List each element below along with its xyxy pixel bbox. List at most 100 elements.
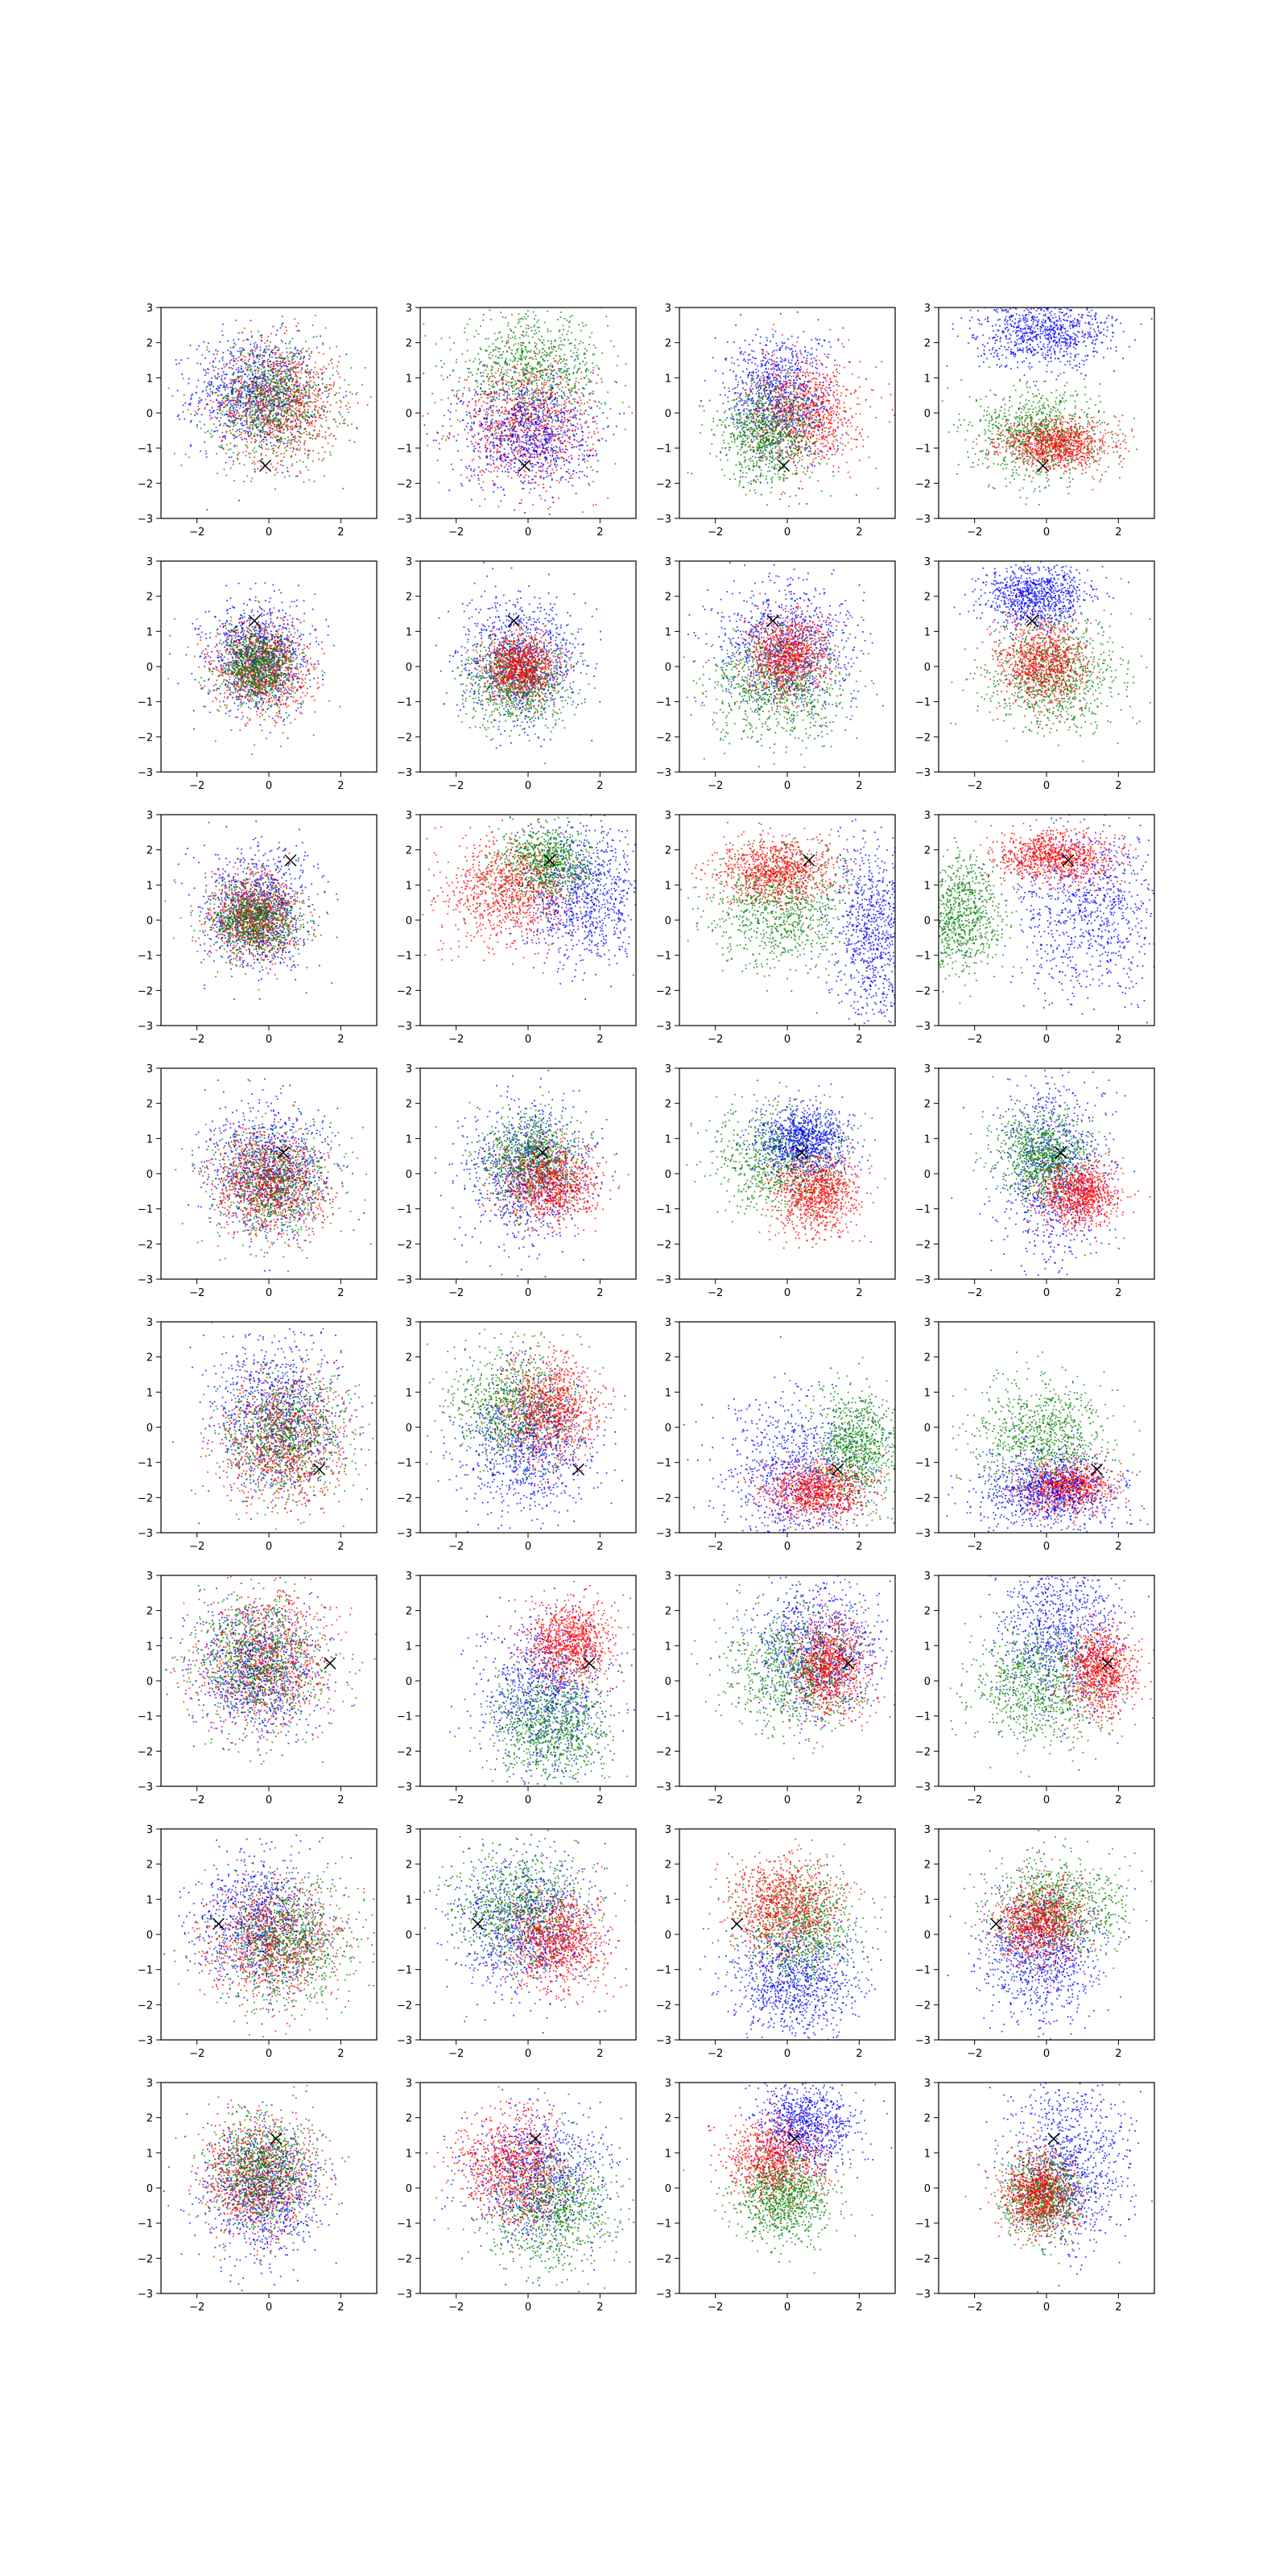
data-point (557, 374, 559, 375)
data-point (547, 442, 549, 444)
data-point (318, 452, 320, 454)
data-point (271, 394, 273, 396)
data-point (291, 401, 292, 402)
data-point (227, 405, 229, 407)
data-point (272, 428, 274, 430)
data-point (262, 422, 263, 423)
data-point (301, 404, 303, 406)
data-point (293, 353, 295, 354)
data-point (535, 414, 536, 415)
data-point (314, 430, 316, 431)
data-point (560, 349, 562, 350)
data-point (562, 398, 564, 399)
data-point (254, 415, 256, 416)
data-point (306, 431, 308, 432)
data-point (290, 390, 291, 392)
data-point (331, 358, 332, 360)
data-point (207, 346, 208, 348)
data-point (539, 467, 540, 469)
data-point (250, 436, 251, 437)
data-point (549, 369, 551, 370)
data-point (270, 436, 271, 438)
data-point (561, 416, 563, 418)
data-point (254, 393, 255, 394)
data-point (554, 403, 555, 405)
data-point (523, 357, 525, 358)
data-point (450, 411, 452, 413)
data-point (520, 381, 522, 382)
data-point (543, 340, 545, 341)
data-point (490, 352, 492, 353)
data-point (252, 352, 254, 353)
data-point (529, 438, 530, 440)
data-point (275, 489, 276, 490)
data-point (444, 363, 445, 365)
data-point (319, 394, 320, 396)
data-point (262, 360, 264, 361)
data-point (183, 405, 184, 407)
data-point (282, 472, 283, 473)
data-point (510, 382, 511, 383)
data-point (501, 336, 502, 338)
data-point (226, 386, 228, 387)
data-point (284, 332, 286, 334)
data-point (233, 426, 234, 427)
data-point (471, 427, 473, 429)
data-point (278, 441, 279, 443)
data-point (269, 365, 270, 366)
data-point (551, 343, 552, 345)
data-point (567, 333, 568, 335)
data-point (536, 382, 538, 384)
data-point (531, 357, 533, 359)
data-point (341, 402, 342, 403)
data-point (499, 440, 501, 441)
data-point (270, 403, 272, 405)
data-point (452, 390, 454, 391)
data-point (551, 386, 553, 387)
data-point (489, 436, 490, 438)
data-point (259, 378, 261, 379)
data-point (520, 386, 522, 387)
data-point (268, 345, 270, 347)
data-point (536, 390, 538, 391)
data-point (236, 369, 237, 370)
data-point (515, 417, 517, 419)
x-tick-label: 2 (337, 526, 344, 539)
data-point (291, 407, 293, 408)
data-point (250, 432, 252, 434)
data-point (263, 376, 265, 378)
data-point (272, 326, 274, 328)
data-point (559, 369, 561, 370)
data-point (216, 388, 217, 390)
data-point (559, 370, 561, 372)
data-point (543, 360, 545, 361)
data-point (258, 368, 259, 369)
data-point (242, 350, 243, 352)
data-point (199, 408, 200, 410)
data-point (238, 452, 240, 454)
data-point (246, 367, 247, 369)
data-point (592, 421, 594, 423)
data-point (252, 398, 254, 400)
data-point (573, 415, 575, 417)
data-point (284, 390, 286, 391)
data-point (551, 429, 553, 431)
data-point (483, 375, 485, 377)
data-point (269, 361, 270, 362)
data-point (241, 387, 242, 389)
data-point (259, 391, 261, 393)
data-point (528, 381, 530, 382)
data-point (309, 479, 311, 481)
data-point (287, 436, 289, 438)
data-point (247, 409, 249, 411)
data-point (564, 421, 566, 423)
data-point (229, 430, 231, 431)
data-point (457, 419, 459, 421)
data-point (282, 465, 283, 467)
data-point (601, 403, 602, 405)
data-point (316, 420, 317, 422)
data-point (605, 402, 606, 403)
data-point (535, 409, 536, 411)
data-point (309, 438, 311, 440)
data-point (489, 401, 491, 402)
